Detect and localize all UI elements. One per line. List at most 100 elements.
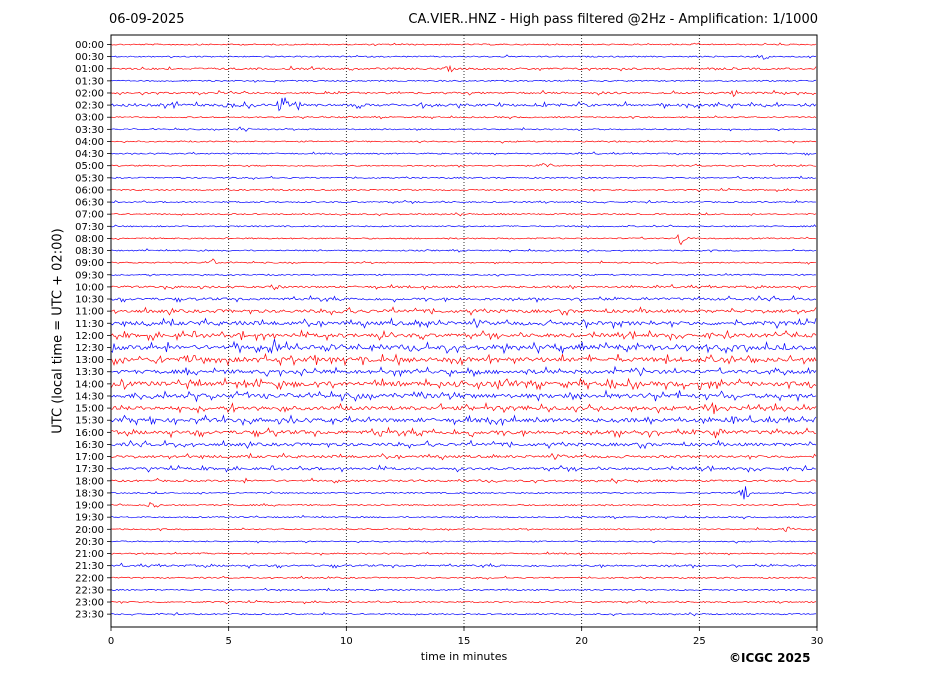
x-axis-label: time in minutes (420, 650, 508, 663)
plot-frame (110, 34, 818, 628)
trace-line (110, 187, 817, 193)
trace-line (110, 452, 817, 461)
trace-line (110, 283, 817, 291)
row-time-label: 05:00 (75, 161, 104, 172)
row-time-label: 21:30 (75, 561, 104, 572)
row-time-label: 15:00 (75, 404, 104, 415)
trace-line (110, 477, 817, 484)
row-time-label: 19:30 (75, 513, 104, 524)
row-time-label: 13:00 (75, 355, 104, 366)
trace-line (110, 464, 817, 473)
trace-line (110, 540, 817, 544)
trace-line (110, 224, 817, 229)
x-tick-label: 5 (225, 636, 231, 647)
trace-line (110, 175, 817, 180)
row-time-label: 14:30 (75, 391, 104, 402)
row-time-label: 03:30 (75, 125, 104, 136)
trace-line (110, 97, 817, 112)
trace-line (110, 64, 817, 73)
trace-line (110, 562, 817, 569)
trace-line (110, 426, 817, 439)
row-time-label: 10:00 (75, 282, 104, 293)
y-axis-label: UTC (local time = UTC + 02:00) (50, 228, 66, 434)
row-time-label: 10:30 (75, 295, 104, 306)
row-time-label: 00:00 (75, 40, 104, 51)
trace-line (110, 401, 817, 415)
trace-line (110, 79, 817, 83)
trace-line (110, 526, 817, 533)
trace-line (110, 273, 817, 277)
x-tick-label: 10 (340, 636, 353, 647)
row-time-label: 16:00 (75, 428, 104, 439)
row-time-label: 16:30 (75, 440, 104, 451)
row-time-label: 20:30 (75, 537, 104, 548)
row-time-label: 13:30 (75, 367, 104, 378)
row-time-label: 15:30 (75, 416, 104, 427)
row-time-label: 18:00 (75, 476, 104, 487)
trace-line (110, 89, 817, 98)
x-tick-label: 15 (458, 636, 471, 647)
trace-line (110, 389, 817, 403)
row-time-label: 00:30 (75, 52, 104, 63)
row-time-label: 06:00 (75, 185, 104, 196)
row-time-label: 04:30 (75, 149, 104, 160)
row-time-label: 09:30 (75, 270, 104, 281)
row-time-label: 07:30 (75, 222, 104, 233)
row-time-label: 12:00 (75, 331, 104, 342)
row-time-label: 08:30 (75, 246, 104, 257)
trace-line (110, 414, 817, 427)
row-time-label: 08:00 (75, 234, 104, 245)
row-time-label: 02:00 (75, 88, 104, 99)
row-time-label: 03:00 (75, 113, 104, 124)
trace-line (110, 599, 817, 605)
row-time-label: 22:00 (75, 573, 104, 584)
trace-line (110, 258, 817, 265)
copyright-label: ©ICGC 2025 (729, 651, 811, 665)
x-tick-label: 20 (575, 636, 588, 647)
row-time-label: 23:30 (75, 610, 104, 621)
row-time-label: 01:00 (75, 64, 104, 75)
row-time-label: 11:30 (75, 319, 104, 330)
row-time-label: 19:00 (75, 501, 104, 512)
x-tick-label: 0 (108, 636, 114, 647)
trace-line (110, 439, 817, 450)
trace-line (110, 54, 817, 60)
trace-line (110, 212, 817, 217)
row-time-label: 02:30 (75, 101, 104, 112)
trace-line (110, 139, 817, 144)
row-time-label: 18:30 (75, 488, 104, 499)
trace-line (110, 151, 817, 156)
row-time-label: 12:30 (75, 343, 104, 354)
trace-line (110, 575, 817, 580)
trace-line (110, 294, 817, 303)
row-time-label: 23:00 (75, 598, 104, 609)
trace-line (110, 352, 817, 367)
row-time-label: 05:30 (75, 173, 104, 184)
row-time-label: 17:30 (75, 464, 104, 475)
trace-line (110, 126, 817, 132)
x-tick-label: 30 (811, 636, 824, 647)
trace-line (110, 162, 817, 168)
trace-line (110, 42, 817, 47)
row-time-label: 06:30 (75, 198, 104, 209)
trace-line (110, 376, 817, 391)
trace-line (110, 234, 817, 246)
row-time-label: 04:00 (75, 137, 104, 148)
trace-line (110, 339, 817, 355)
trace-line (110, 115, 817, 120)
trace-line (110, 501, 817, 508)
row-time-label: 01:30 (75, 76, 104, 87)
row-time-label: 11:00 (75, 307, 104, 318)
row-time-label: 07:00 (75, 210, 104, 221)
row-time-label: 20:00 (75, 525, 104, 536)
trace-line (110, 611, 817, 617)
trace-line (110, 317, 817, 330)
row-time-label: 21:00 (75, 549, 104, 560)
chart-title: CA.VIER..HNZ - High pass filtered @2Hz -… (408, 12, 818, 27)
trace-line (110, 199, 817, 204)
trace-line (110, 551, 817, 556)
trace-line (110, 306, 817, 316)
trace-line (110, 329, 817, 342)
